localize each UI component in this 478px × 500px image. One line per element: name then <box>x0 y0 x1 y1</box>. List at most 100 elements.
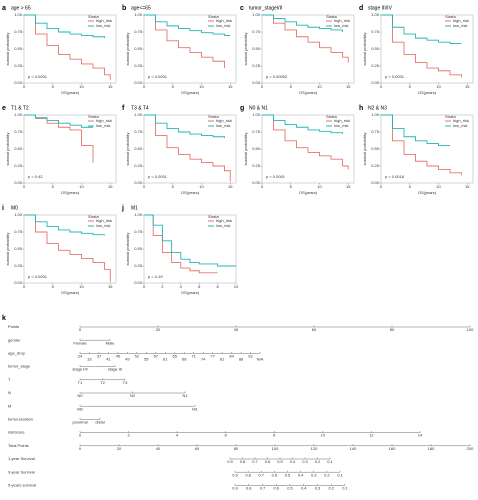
panel-letter: h <box>359 105 363 112</box>
x-tick-label: 10 <box>199 84 204 89</box>
survival-curve <box>262 114 343 135</box>
scale-label: 0.7 <box>260 485 266 490</box>
scale-label: 100 <box>272 446 279 451</box>
panel-letter: c <box>240 5 244 12</box>
legend-label: low_risk <box>334 23 348 28</box>
y-tick-label: 0.75 <box>371 129 380 134</box>
scale-label: 0 <box>79 446 82 451</box>
legend-label: high_risk <box>453 118 469 123</box>
scale-label: 14 <box>418 433 423 438</box>
x-tick-label: 5 <box>172 84 175 89</box>
panel-title: age > 65 <box>11 5 31 11</box>
x-tick-label: 15 <box>228 184 233 189</box>
legend-title: Strata <box>326 14 337 19</box>
scale-label: 52 <box>135 353 140 358</box>
legend-title: Strata <box>208 214 219 219</box>
y-tick-label: 0.50 <box>14 146 23 151</box>
row-label: M <box>8 403 11 408</box>
y-tick-label: 0.50 <box>134 146 143 151</box>
x-axis-label: OS(years) <box>181 290 200 295</box>
p-value: p < 0.0001 <box>28 274 48 279</box>
scale-label: 0.1 <box>342 485 348 490</box>
x-tick-label: 5 <box>172 184 175 189</box>
survival-curve <box>262 14 343 32</box>
scale-label: 0.2 <box>324 472 330 477</box>
y-tick-label: 0.00 <box>371 180 380 185</box>
legend-label: low_risk <box>334 123 348 128</box>
y-axis-label: survival probability <box>243 133 248 166</box>
y-tick-label: 1.00 <box>371 12 380 17</box>
y-tick-label: 0.25 <box>134 163 143 168</box>
scale-label: 12 <box>369 433 374 438</box>
x-axis-label: OS(years) <box>299 190 318 195</box>
panel-letter: j <box>121 205 124 212</box>
legend-title: Strata <box>326 114 337 119</box>
scale-label: 88 <box>239 356 244 361</box>
x-tick-label: 15 <box>346 84 351 89</box>
y-tick-label: 0.75 <box>134 29 143 34</box>
scale-label: M0 <box>77 406 83 411</box>
legend-label: high_risk <box>216 218 232 223</box>
y-axis-label: survival probability <box>5 133 10 166</box>
x-tick-label: 0 <box>23 84 26 89</box>
panel-letter: b <box>122 5 126 12</box>
panel-title: tumor_stageI/II <box>249 5 282 11</box>
y-tick-label: 1.00 <box>134 112 143 117</box>
survival-curve <box>24 214 111 282</box>
legend-label: low_risk <box>216 223 230 228</box>
x-tick-label: 5 <box>52 84 55 89</box>
x-tick-label: 10 <box>79 84 84 89</box>
survival-curve <box>24 14 105 39</box>
legend-title: Strata <box>445 114 456 119</box>
legend-label: high_risk <box>96 118 112 123</box>
p-value: p < 0.0001 <box>28 74 48 79</box>
scale-label: 0.2 <box>328 485 334 490</box>
y-tick-label: 0.50 <box>252 146 261 151</box>
row-label: tumor_stage <box>8 364 31 369</box>
scale-label: 40 <box>234 327 239 332</box>
x-axis-label: OS(years) <box>418 90 437 95</box>
scale-label: 84 <box>229 353 234 358</box>
x-tick-label: 10 <box>199 184 204 189</box>
p-value: p = 0.42 <box>28 174 43 179</box>
survival-curve <box>144 114 231 182</box>
scale-label: 0.4 <box>298 472 304 477</box>
panel-title: N2 & N3 <box>368 105 387 111</box>
y-axis-label: survival probability <box>362 133 367 166</box>
survival-curve <box>381 114 450 147</box>
survival-curve <box>144 214 236 267</box>
legend-label: low_risk <box>216 123 230 128</box>
legend-label: high_risk <box>334 118 350 123</box>
panel-letter: e <box>2 105 6 112</box>
scale-label: 68 <box>182 356 187 361</box>
x-tick-label: 0 <box>143 84 146 89</box>
scale-label: 0.9 <box>232 485 238 490</box>
y-tick-label: 1.00 <box>371 112 380 117</box>
scale-label: N/A <box>257 356 264 361</box>
y-tick-label: 0.00 <box>252 80 261 85</box>
p-value: p = 0.0018 <box>385 174 405 179</box>
y-axis-label: survival probability <box>125 233 130 266</box>
survival-curve <box>262 14 349 63</box>
survival-curve <box>144 14 225 69</box>
scale-label: 71 <box>191 353 196 358</box>
scale-label: 160 <box>389 446 396 451</box>
x-tick-label: 5 <box>409 84 412 89</box>
y-tick-label: 1.00 <box>252 112 261 117</box>
scale-label: 20 <box>117 446 122 451</box>
y-tick-label: 0.50 <box>134 246 143 251</box>
scale-label: 120 <box>311 446 318 451</box>
scale-label: 80 <box>390 327 395 332</box>
scale-label: T2 <box>100 380 105 385</box>
p-value: p = 0.00002 <box>266 74 288 79</box>
x-tick-label: 0 <box>380 84 383 89</box>
scale-label: 40 <box>156 446 161 451</box>
scale-label: T1 <box>78 380 83 385</box>
scale-label: 20 <box>156 327 161 332</box>
scale-label: 55 <box>144 356 149 361</box>
y-tick-label: 0.00 <box>252 180 261 185</box>
x-axis-label: OS(years) <box>61 290 80 295</box>
x-tick-label: 15 <box>108 84 113 89</box>
